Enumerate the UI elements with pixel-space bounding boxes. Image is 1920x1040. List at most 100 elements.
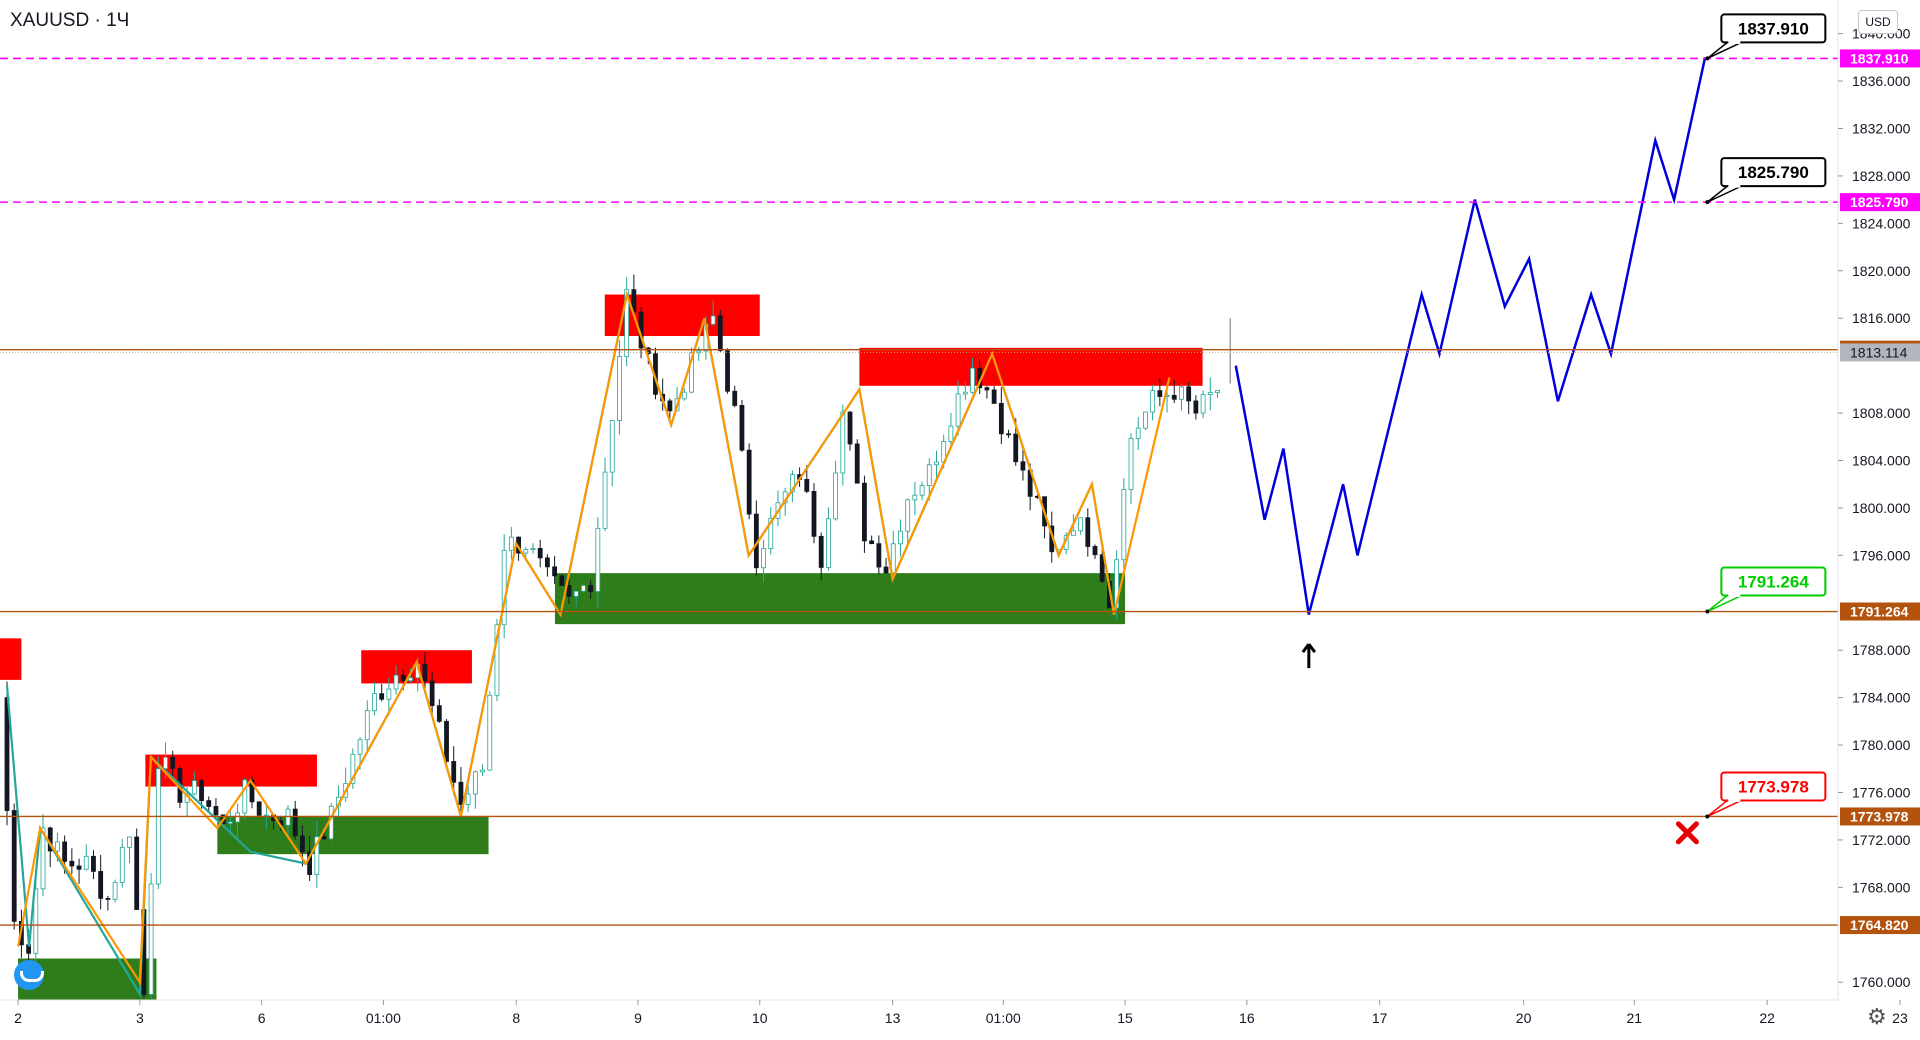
candle-body [1121,489,1127,561]
candle-body [508,536,514,551]
candle-body [98,870,104,899]
candle-body [480,769,485,773]
candle-body [170,756,176,769]
candle-body [393,674,399,690]
tradingview-logo-icon[interactable] [14,960,44,990]
candle-body [300,835,305,853]
candle-body [1070,530,1076,536]
price-tick-label: 1772.000 [1852,832,1911,848]
candle-body [566,585,572,597]
level-price-tag-label: 1764.820 [1850,917,1909,933]
callout-box [1720,566,1827,597]
candle-body [689,352,694,393]
price-tick-label: 1836.000 [1852,73,1911,89]
candle-body [934,461,939,466]
candle-body [112,882,118,900]
candle-body [328,805,334,840]
candle-body [62,841,68,862]
candle-body [912,494,918,501]
candle-body [717,315,723,352]
candle-body [307,851,313,876]
candle-body [905,499,911,532]
demand-zone [554,573,1126,625]
candle-body [948,425,954,442]
price-tick-label: 1824.000 [1852,215,1911,231]
candle-body [487,694,493,771]
time-tick-label: 16 [1239,1010,1255,1026]
candle-body [725,350,730,392]
candle-body [1085,517,1091,547]
candle-body [552,566,558,577]
candle-body [768,517,774,549]
price-tick-label: 1832.000 [1852,121,1911,137]
level-price-tag-label: 1791.264 [1850,604,1909,620]
candle-body [227,821,233,824]
symbol-title[interactable]: XAUUSD · 1Ч [10,10,129,32]
candle-body [826,518,831,568]
time-tick-label: 01:00 [366,1010,401,1026]
candle-body [854,443,860,484]
time-tick-label: 9 [634,1010,642,1026]
candle-body [213,806,219,816]
candle-body [127,836,132,848]
candle-body [1179,386,1184,400]
candle-body [465,793,471,805]
candle-body [811,491,817,537]
callout-anchor-dot [1705,200,1710,205]
candle-body [890,543,896,574]
level-price-tag [1840,807,1920,826]
callout-box [1720,771,1827,802]
time-tick-label: 20 [1516,1010,1532,1026]
gear-icon[interactable]: ⚙ [1867,1004,1887,1029]
candle-body [544,557,550,568]
interval-separator: · [94,10,107,31]
time-axis: 2 3 6 01:00 8 9 10 13 01:00 15 16 17 20 21 22 23 [14,1000,1908,1026]
candle-body [559,575,565,586]
candle-body [1215,390,1220,394]
candle-body [998,403,1004,435]
candle-body [581,585,586,592]
symbol-name: XAUUSD [10,10,90,31]
candle-body [91,855,96,872]
callout-anchor-dot [1705,814,1710,819]
time-tick-label: 3 [136,1010,144,1026]
candle-body [1200,394,1206,414]
price-tick-label: 1780.000 [1852,737,1911,753]
price-tick-label: 1828.000 [1852,168,1911,184]
candle-body [119,846,125,883]
candle-body [1020,461,1026,471]
callout-pointer [1706,185,1742,203]
price-tick-label: 1804.000 [1852,453,1911,469]
level-price-tag [1840,916,1920,935]
supply-zone [0,638,22,680]
last-price-tag-label: 1813.114 [1850,344,1908,360]
candle-body [530,548,536,550]
candle-body [789,474,795,493]
candle-body [451,761,457,783]
candle-body [436,705,442,722]
time-tick-label: 6 [258,1010,266,1026]
callout-anchor-dot [1705,609,1710,614]
price-tick-label: 1788.000 [1852,642,1911,658]
price-tick-label: 1784.000 [1852,690,1911,706]
price-tick-label: 1796.000 [1852,547,1911,563]
projection-path-line [1234,57,1707,615]
interval-label[interactable]: 1Ч [106,10,130,31]
price-tick-label: 1820.000 [1852,263,1911,279]
candle-body [11,810,17,922]
candle-body [739,405,745,451]
candle-body [804,479,810,492]
candle-body [242,779,248,814]
candle-body [199,780,204,802]
candle-body [163,756,168,770]
candle-body [761,548,766,569]
candle-body [372,693,377,712]
candle-body [537,548,543,559]
candle-body [602,471,608,529]
candle-body [847,411,853,445]
candle-body [235,812,240,823]
currency-selector[interactable]: USD [1858,10,1898,34]
callout-label: 1837.910 [1738,19,1809,38]
level-price-tag-label: 1825.790 [1850,194,1909,210]
